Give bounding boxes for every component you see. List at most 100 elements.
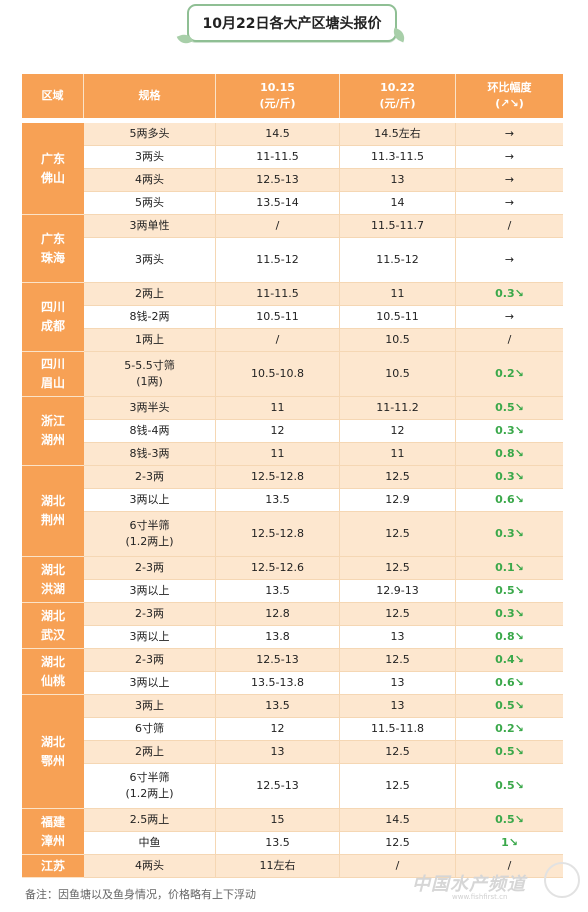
cell-p1-text: 13.5-14 bbox=[256, 196, 299, 209]
cell-spec: 5-5.5寸筛 (1两) bbox=[84, 352, 216, 397]
cell-p2: 10.5-11 bbox=[340, 306, 456, 329]
cell-chg-text: 0.5↘ bbox=[495, 699, 524, 712]
region-label: 广东 珠海 bbox=[22, 215, 84, 283]
cell-chg: 0.5↘ bbox=[456, 580, 563, 603]
cell-spec-text: 2-3两 bbox=[135, 653, 164, 666]
cell-p1: / bbox=[216, 329, 340, 352]
cell-p1-text: 13.8 bbox=[265, 630, 290, 643]
cell-spec-text: 3两头 bbox=[135, 150, 164, 163]
table-row: 8钱-2两 10.5-11 10.5-11 → bbox=[22, 306, 563, 329]
cell-p2-text: 12.9-13 bbox=[376, 584, 419, 597]
cell-spec: 3两头 bbox=[84, 146, 216, 169]
table-row: 3两以上 13.5 12.9-13 0.5↘ bbox=[22, 580, 563, 603]
cell-chg: 0.8↘ bbox=[456, 626, 563, 649]
cell-spec-text: 4两头 bbox=[135, 859, 164, 872]
cell-p2-text: 12.5 bbox=[385, 653, 410, 666]
header-spec: 规格 bbox=[84, 74, 216, 118]
region-label-text: 湖北 荆州 bbox=[40, 494, 65, 527]
cell-p2-text: 10.5 bbox=[385, 333, 410, 346]
header-change-line2: (↗↘) bbox=[495, 97, 524, 110]
cell-spec: 3两单性 bbox=[84, 215, 216, 238]
table-row: 2-3两 12.8 12.5 0.3↘ bbox=[22, 603, 563, 626]
cell-p2-text: 10.5 bbox=[385, 367, 410, 380]
cell-p2: 11.5-11.7 bbox=[340, 215, 456, 238]
cell-p1-text: 12.5-13 bbox=[256, 173, 299, 186]
cell-p2: 10.5 bbox=[340, 352, 456, 397]
cell-p2-text: 12.5 bbox=[385, 745, 410, 758]
page-title-text: 10月22日各大产区塘头报价 bbox=[202, 16, 382, 32]
cell-spec: 3两头 bbox=[84, 238, 216, 283]
cell-p2-text: 12.5 bbox=[385, 607, 410, 620]
cell-p1: 13.5 bbox=[216, 695, 340, 718]
region-label: 江苏 bbox=[22, 855, 84, 878]
cell-spec-text: 8钱-4两 bbox=[129, 424, 170, 437]
region-label-text: 四川 成都 bbox=[40, 300, 65, 333]
cell-p2-text: / bbox=[395, 859, 400, 872]
cell-p2-text: 14.5 bbox=[385, 813, 410, 826]
cell-p2-text: 14 bbox=[390, 196, 405, 209]
cell-spec: 3两以上 bbox=[84, 672, 216, 695]
cell-spec: 8钱-2两 bbox=[84, 306, 216, 329]
cell-p1-text: 13.5 bbox=[265, 493, 290, 506]
cell-p1: 14.5 bbox=[216, 123, 340, 146]
region-label: 四川 成都 bbox=[22, 283, 84, 352]
cell-spec-text: 3两头 bbox=[135, 253, 164, 266]
region-label-text: 湖北 洪湖 bbox=[40, 562, 65, 596]
cell-chg: 0.2↘ bbox=[456, 718, 563, 741]
cell-p2-text: 12.5 bbox=[385, 470, 410, 483]
cell-p2: 12.5 bbox=[340, 832, 456, 855]
table-row: 2.5两上 15 14.5 0.5↘ bbox=[22, 809, 563, 832]
cell-spec: 2.5两上 bbox=[84, 809, 216, 832]
cell-chg: 0.5↘ bbox=[456, 397, 563, 420]
cell-chg: / bbox=[456, 855, 563, 878]
footer-note: 备注：因鱼塘以及鱼身情况，价格略有上下浮动 bbox=[25, 888, 256, 901]
table-row: 1两上 / 10.5 / bbox=[22, 329, 563, 352]
region-label: 福建 漳州 bbox=[22, 809, 84, 855]
cell-p1: 11.5-12 bbox=[216, 238, 340, 283]
cell-chg: → bbox=[456, 123, 563, 146]
cell-chg: 0.6↘ bbox=[456, 489, 563, 512]
cell-p2: 12 bbox=[340, 420, 456, 443]
cell-p2-text: 14.5左右 bbox=[374, 127, 421, 140]
region-label-text: 广东 佛山 bbox=[40, 151, 65, 185]
cell-spec-text: 3两单性 bbox=[129, 219, 170, 232]
cell-chg: 0.8↘ bbox=[456, 443, 563, 466]
cell-p1: 13.5-14 bbox=[216, 192, 340, 215]
cell-p1: 15 bbox=[216, 809, 340, 832]
cell-p2: 14.5左右 bbox=[340, 123, 456, 146]
cell-spec-text: 5-5.5寸筛 (1两) bbox=[124, 359, 175, 388]
cell-chg-text: 0.5↘ bbox=[495, 745, 524, 758]
cell-spec: 8钱-3两 bbox=[84, 443, 216, 466]
cell-spec: 2-3两 bbox=[84, 649, 216, 672]
cell-chg-text: 0.3↘ bbox=[495, 470, 524, 483]
cell-spec: 3两上 bbox=[84, 695, 216, 718]
table-row: 4两头 11左右 / / bbox=[22, 855, 563, 878]
cell-p2: 13 bbox=[340, 169, 456, 192]
table-row: 3两单性 / 11.5-11.7 / bbox=[22, 215, 563, 238]
cell-p2-text: 12.5 bbox=[385, 836, 410, 849]
cell-p2: 11 bbox=[340, 283, 456, 306]
region-label: 湖北 洪湖 bbox=[22, 557, 84, 603]
cell-chg: / bbox=[456, 329, 563, 352]
cell-p2: 11.5-12 bbox=[340, 238, 456, 283]
cell-chg-text: → bbox=[504, 310, 515, 323]
cell-p2: 13 bbox=[340, 672, 456, 695]
cell-p2-text: 12.5 bbox=[385, 527, 410, 540]
cell-spec-text: 2两上 bbox=[135, 745, 164, 758]
cell-spec-text: 6寸半筛 (1.2两上) bbox=[125, 519, 174, 548]
cell-p1-text: 14.5 bbox=[265, 127, 290, 140]
header-date-1022-line1: 10.22 bbox=[380, 81, 415, 94]
cell-chg: 1↘ bbox=[456, 832, 563, 855]
cell-p2-text: 12.5 bbox=[385, 561, 410, 574]
cell-p1-text: 12.5-13 bbox=[256, 653, 299, 666]
cell-p1: 12.5-12.6 bbox=[216, 557, 340, 580]
cell-p1-text: 11-11.5 bbox=[256, 150, 299, 163]
cell-chg-text: 0.3↘ bbox=[495, 607, 524, 620]
region-label: 湖北 仙桃 bbox=[22, 649, 84, 695]
cell-p1-text: 12 bbox=[270, 424, 285, 437]
cell-p2-text: 11.5-11.8 bbox=[371, 722, 424, 735]
cell-spec-text: 3两半头 bbox=[129, 401, 170, 414]
cell-p1: / bbox=[216, 215, 340, 238]
cell-p1-text: 12.5-12.6 bbox=[251, 561, 304, 574]
cell-p1-text: 11左右 bbox=[259, 859, 296, 872]
